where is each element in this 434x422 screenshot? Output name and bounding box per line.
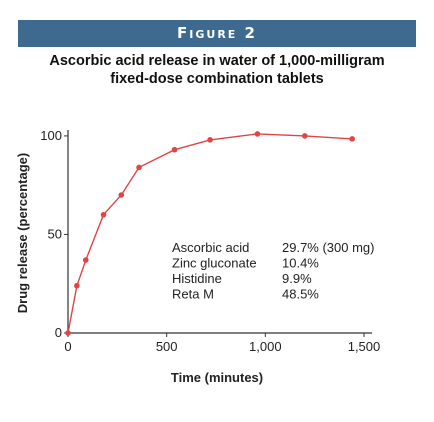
data-point (82, 257, 89, 263)
chart-annotation: Ascorbic acid 29.7% (300 mg) Zinc gluconat… (172, 240, 375, 302)
x-tick-label: 1,500 (348, 339, 381, 354)
annotation-name: Zinc gluconate (172, 256, 257, 271)
annotation-value: 48.5% (282, 287, 319, 302)
data-point (74, 282, 80, 289)
x-tick-label: 1,000 (249, 339, 282, 354)
data-point (65, 330, 71, 336)
chart-series (65, 131, 355, 336)
data-point (118, 192, 125, 198)
chart-axes (67, 130, 372, 334)
figure-title-line-1: Ascorbic acid release in water of 1,000-… (49, 53, 385, 69)
data-point (136, 164, 142, 171)
annotation-value: 9.9% (282, 271, 312, 286)
data-point (171, 146, 178, 153)
chart-ticks: 0 500 1,000 1,500 0 50 100 (40, 128, 380, 354)
x-tick-label: 500 (156, 339, 178, 354)
y-tick-label: 50 (48, 226, 62, 241)
data-point (254, 131, 261, 137)
figure-title: Ascorbic acid release in water of 1,000-… (10, 52, 424, 88)
x-axis-title: Time (minutes) (171, 370, 263, 385)
annotation-name: Ascorbic acid (172, 240, 249, 255)
annotation-name: Histidine (172, 271, 222, 286)
y-axis-title: Drug release (percentage) (15, 153, 30, 313)
y-tick-label: 0 (55, 325, 62, 340)
data-point (302, 133, 308, 139)
release-line (67, 133, 353, 334)
annotation-name: Reta M (172, 287, 214, 302)
data-point (100, 211, 107, 218)
annotation-value: 29.7% (300 mg) (282, 240, 375, 255)
annotation-value: 10.4% (282, 256, 319, 271)
x-tick-label: 0 (64, 339, 71, 354)
data-point (207, 137, 213, 143)
y-tick-label: 100 (40, 128, 62, 143)
figure-title-line-2: fixed-dose combination tablets (110, 71, 324, 87)
data-point (349, 136, 355, 142)
figure-label: Figure 2 (18, 20, 416, 47)
